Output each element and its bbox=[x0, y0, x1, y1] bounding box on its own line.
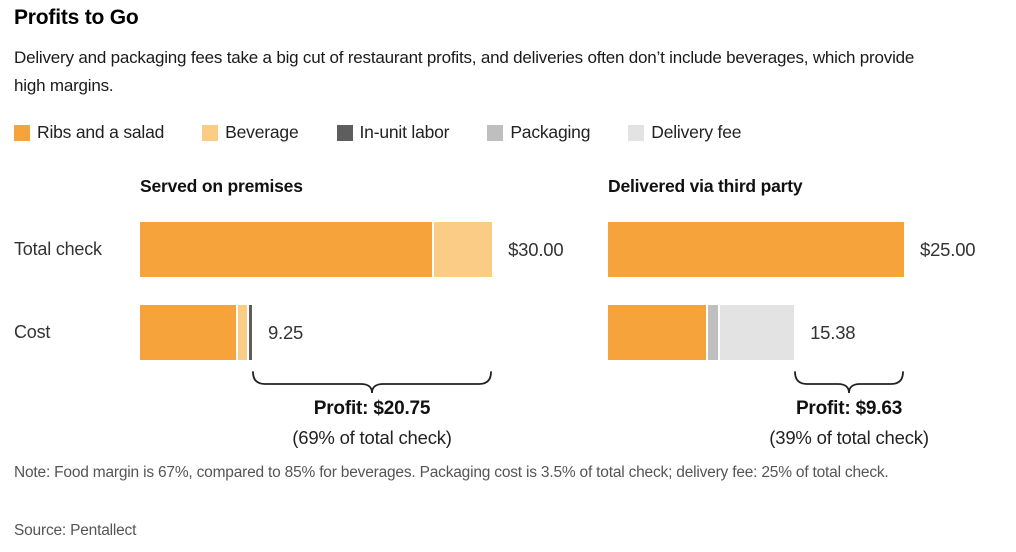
legend-label: Beverage bbox=[225, 122, 299, 142]
value-label-cost-delivered-via-third-party: 15.38 bbox=[810, 321, 856, 343]
legend-item-delivery-fee: Delivery fee bbox=[628, 122, 741, 143]
legend-item-ribs-and-a-salad: Ribs and a salad bbox=[14, 122, 164, 143]
source-line: Source: Pentallect bbox=[14, 522, 137, 539]
value-label-total-check-delivered-via-third-party: $25.00 bbox=[920, 238, 976, 260]
profit-brace bbox=[252, 371, 492, 394]
legend: Ribs and a salad Beverage In-unit labor Pac… bbox=[14, 122, 741, 143]
legend-label: Packaging bbox=[510, 122, 591, 142]
legend-item-packaging: Packaging bbox=[487, 122, 590, 143]
segment-ribs-and-a-salad bbox=[140, 305, 237, 360]
segment-ribs-and-a-salad bbox=[608, 305, 706, 360]
profit-amount-label: Profit: $20.75 bbox=[313, 398, 431, 419]
chart-area: Total check Cost Served on premises $30.00 9… bbox=[0, 170, 1016, 462]
segment-in-unit-labor bbox=[249, 305, 252, 360]
profit-percent-label: (69% of total check) bbox=[292, 427, 452, 448]
legend-label: Ribs and a salad bbox=[37, 122, 165, 142]
chart-title: Profits to Go bbox=[14, 6, 139, 29]
segment-packaging bbox=[707, 305, 719, 360]
segment-beverage bbox=[433, 222, 493, 277]
beverage-swatch-icon bbox=[202, 124, 219, 141]
in-unit-labor-swatch-icon bbox=[336, 124, 353, 141]
legend-item-in-unit-labor: In-unit labor bbox=[336, 122, 450, 143]
profit-brace bbox=[794, 371, 904, 394]
segment-delivery-fee bbox=[720, 305, 795, 360]
segment-beverage bbox=[238, 305, 248, 360]
segment-ribs-and-a-salad bbox=[140, 222, 432, 277]
bar-total-check-delivered-via-third-party bbox=[608, 222, 904, 277]
legend-item-beverage: Beverage bbox=[202, 122, 299, 143]
footnote: Note: Food margin is 67%, compared to 85… bbox=[14, 464, 889, 481]
legend-label: In-unit labor bbox=[359, 122, 450, 142]
ribs-and-a-salad-swatch-icon bbox=[14, 124, 30, 141]
delivery-fee-swatch-icon bbox=[628, 124, 645, 141]
bar-cost-delivered-via-third-party bbox=[608, 305, 795, 360]
profit-percent-label: (39% of total check) bbox=[769, 427, 929, 448]
value-label-cost-served-on-premises: 9.25 bbox=[267, 321, 304, 343]
row-label-cost: Cost bbox=[14, 322, 51, 342]
row-label-total-check: Total check bbox=[14, 239, 102, 259]
bar-cost-served-on-premises bbox=[140, 305, 252, 360]
panel-header-delivered-via-third-party: Delivered via third party bbox=[608, 176, 803, 196]
value-label-total-check-served-on-premises: $30.00 bbox=[508, 238, 564, 260]
legend-label: Delivery fee bbox=[651, 122, 742, 142]
packaging-swatch-icon bbox=[487, 124, 504, 141]
chart-subtitle: Delivery and packaging fees take a big c… bbox=[14, 48, 915, 95]
segment-ribs-and-a-salad bbox=[608, 222, 904, 277]
panel-header-served-on-premises: Served on premises bbox=[140, 176, 303, 196]
profit-amount-label: Profit: $9.63 bbox=[795, 398, 903, 419]
bar-total-check-served-on-premises bbox=[140, 222, 493, 277]
